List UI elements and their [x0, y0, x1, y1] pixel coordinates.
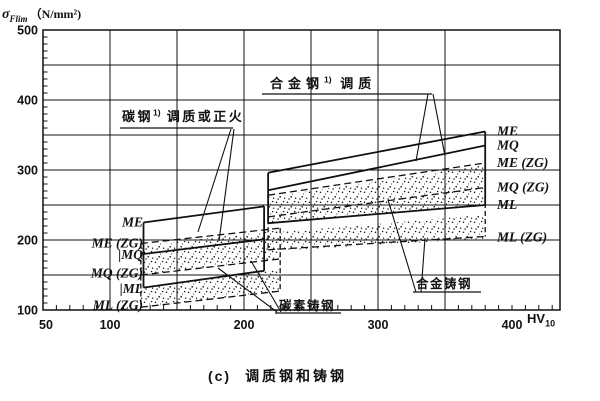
plot-frame: [42, 29, 561, 311]
sigma-symbol: σ: [2, 7, 10, 22]
annotation-leader-alloy_cast: [420, 237, 426, 293]
band-line-alloy_cast-MQZG: [268, 186, 486, 218]
caption-text: 调质钢和铸钢: [245, 368, 348, 384]
hv-text: HV: [527, 311, 546, 326]
x-tick-label: 400: [502, 318, 523, 332]
grade-label-left: |MQ: [118, 247, 143, 262]
stipple-region-cast-steel: [268, 214, 486, 252]
label-alloy-cast-steel: 合金铸钢: [416, 273, 472, 292]
band-line-carbon_wrought-MQ: [143, 238, 265, 255]
grade-label-right: ME: [496, 123, 518, 138]
footnote-mark: 1): [153, 107, 161, 118]
band-line-alloy_cast-MEZG: [268, 162, 486, 196]
band-line-alloy_wrought-ME: [267, 130, 486, 174]
annotation-leader-alloy_steel: [415, 93, 429, 162]
y-tick-label: 500: [17, 24, 38, 38]
grade-label-right: MQ (ZG): [496, 179, 549, 194]
x-tick-label: 100: [100, 318, 121, 332]
label-text: 调质或正火: [160, 109, 245, 124]
footnote-mark: 1): [324, 74, 332, 85]
y-tick-label: 100: [17, 304, 38, 318]
caption-index: (c): [207, 368, 232, 384]
x-tick-label: 300: [368, 318, 389, 332]
sigma-subscript: Flim: [9, 13, 28, 24]
label-text: 碳钢: [122, 109, 154, 124]
grade-label-right: ML (ZG): [496, 230, 547, 245]
band-line-alloy_wrought-ML: [268, 204, 486, 225]
y-axis-unit: （N/mm²): [29, 7, 82, 21]
grade-label-left: MQ (ZG): [90, 265, 143, 280]
label-carbon-steel-quenched-or-normalized: 碳钢1) 调质或正火: [122, 106, 244, 125]
label-text: 调质: [331, 76, 377, 91]
grade-label-right: ML: [496, 197, 517, 212]
label-carbon-cast-steel: 碳素铸钢: [279, 295, 335, 314]
grade-label-left: ME (ZG): [91, 235, 143, 250]
grade-label-right: ME (ZG): [496, 155, 548, 170]
x-tick-label: 50: [39, 318, 53, 332]
band-line-alloy_cast-MLZG: [268, 235, 486, 251]
y-tick-label: 200: [17, 234, 38, 248]
grade-label-right: MQ: [496, 137, 519, 152]
grade-label-left: ML (ZG): [92, 298, 143, 313]
label-text: 合金钢: [270, 76, 325, 91]
figure-caption: (c) 调质钢和铸钢: [0, 366, 555, 386]
annotation-leader-alloy_cast: [387, 199, 417, 293]
annotation-leader-carbon_steel: [197, 128, 232, 233]
band-line-carbon_cast-MEZG: [140, 227, 281, 245]
band-line-alloy_wrought-MQ: [267, 144, 486, 192]
grade-label-left: ME: [121, 214, 143, 229]
y-tick-label: 400: [17, 94, 38, 108]
band-line-carbon_cast-MQZG: [140, 258, 281, 276]
x-axis-unit: HV10: [527, 311, 555, 329]
label-alloy-steel-quenched-tempered: 合金钢1) 调质: [270, 73, 376, 92]
band-line-carbon_cast-MLZG: [140, 290, 281, 308]
annotation-leader-carbon_cast: [250, 260, 282, 313]
label-text: 合金铸钢: [416, 277, 473, 291]
annotation-leader-carbon_cast: [217, 267, 278, 313]
label-text: 碳素铸钢: [279, 299, 336, 313]
y-axis-title: σFlim （N/mm²): [2, 5, 81, 24]
annotation-leader-carbon_steel: [218, 128, 235, 242]
annotation-leader-alloy_steel: [432, 93, 446, 157]
hv-subscript: 10: [545, 318, 556, 329]
band-line-carbon_wrought-ML: [143, 269, 265, 289]
stipple-region-cast-steel: [140, 269, 281, 308]
y-tick-label: 300: [17, 164, 38, 178]
grade-label-left: |ML: [120, 281, 143, 296]
x-tick-label: 200: [234, 318, 255, 332]
